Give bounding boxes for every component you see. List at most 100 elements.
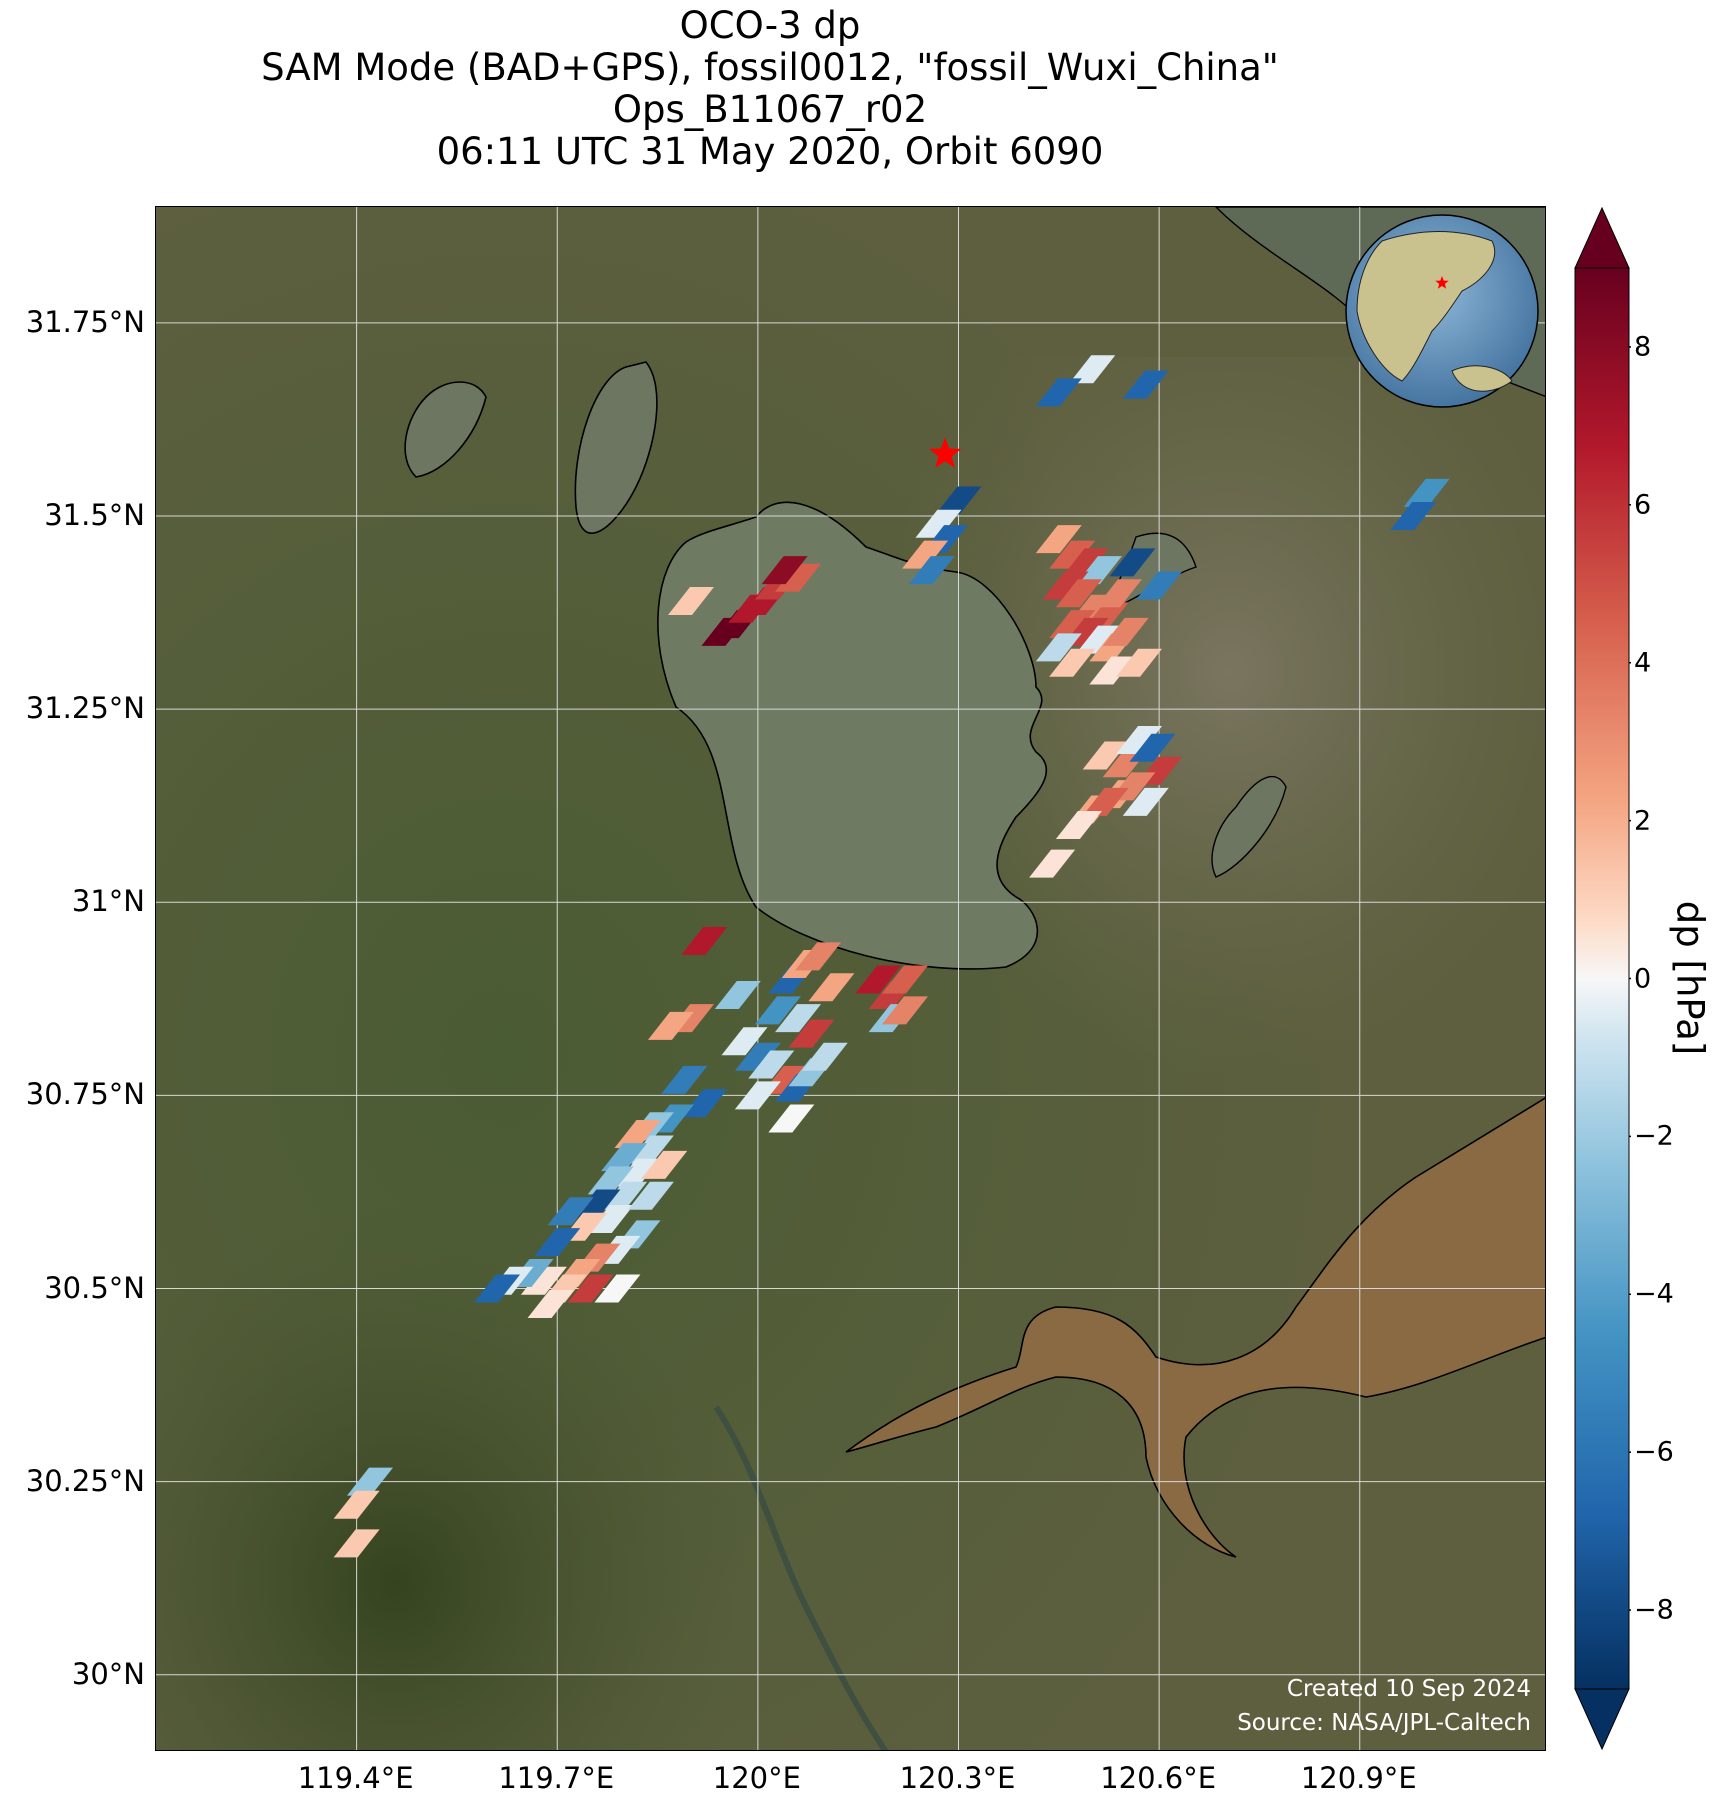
- chart-title-line1: OCO-3 dp: [679, 4, 861, 47]
- sounding-cell-17: [1049, 610, 1096, 639]
- lake-dianshan: [1211, 775, 1287, 878]
- sounding-cell-101: [333, 1529, 380, 1558]
- sounding-cell-12: [1042, 571, 1089, 600]
- sounding-cell-54: [775, 1004, 821, 1033]
- sounding-cell-36: [1129, 733, 1176, 762]
- sounding-cell-81: [587, 1204, 634, 1233]
- lon-tick-label: 120°E: [712, 1761, 801, 1795]
- sounding-cell-25: [1136, 571, 1183, 600]
- lon-tick-label: 120.9°E: [1300, 1761, 1417, 1795]
- lake-changdang: [404, 381, 487, 478]
- sounding-cell-42: [1082, 787, 1129, 816]
- chart-title-line4: 06:11 UTC 31 May 2020, Orbit 6090: [436, 130, 1104, 173]
- sounding-cell-57: [734, 1042, 781, 1071]
- sounding-cell-74: [614, 1120, 661, 1148]
- sounding-cell-44: [1029, 849, 1076, 878]
- sounding-cell-53: [754, 996, 801, 1025]
- sounding-cell-27: [1116, 648, 1163, 677]
- sounding-cell-43: [1055, 811, 1102, 839]
- sounding-cell-83: [547, 1197, 594, 1226]
- sounding-cell-40: [1122, 787, 1169, 816]
- colorbar-label: dp [hPa]: [1668, 900, 1712, 1056]
- sounding-cell-78: [587, 1166, 634, 1195]
- colorbar-tick-marks: [1629, 346, 1631, 1611]
- globe-target-star: [1435, 276, 1449, 289]
- lon-tick-label: 120.3°E: [899, 1761, 1016, 1795]
- sounding-cell-6: [761, 556, 808, 585]
- map-panel: Created 10 Sep 2024 Source: NASA/JPL-Cal…: [155, 206, 1546, 1751]
- sounding-cell-97: [594, 1274, 641, 1303]
- sounding-cell-103: [1035, 378, 1082, 407]
- sounding-cell-23: [1049, 648, 1096, 677]
- sounding-cell-28: [935, 486, 982, 515]
- sounding-cell-11: [1075, 556, 1122, 585]
- sounding-cell-85: [627, 1181, 674, 1210]
- colorbar-gradient: [1574, 267, 1630, 1690]
- colorbar-tick-label: 4: [1634, 647, 1652, 679]
- sounding-cell-104: [1122, 370, 1169, 399]
- sounding-cell-70: [681, 1089, 728, 1118]
- sounding-cell-102: [1069, 355, 1116, 384]
- sounding-cell-89: [534, 1228, 581, 1257]
- map-basemap: [156, 207, 1545, 1750]
- sounding-cell-96: [567, 1274, 614, 1303]
- lat-tick-label: 31°N: [71, 884, 145, 919]
- sounding-cell-45: [681, 926, 728, 955]
- sounding-cell-21: [1102, 617, 1149, 646]
- colorbar-tick-label: 6: [1634, 489, 1652, 521]
- sounding-cell-24: [1109, 548, 1156, 577]
- qiantang-river-estuary: [845, 1097, 1545, 1558]
- sounding-cell-26: [1089, 656, 1136, 685]
- sounding-cell-5: [775, 563, 821, 592]
- colorbar-tick-label: 8: [1634, 331, 1652, 363]
- source-credit: Source: NASA/JPL-Caltech: [1237, 1710, 1531, 1736]
- sounding-cell-62: [801, 1042, 848, 1071]
- sounding-footprints: [333, 355, 1450, 1558]
- globe-australia-landmass: [1451, 365, 1513, 392]
- colorbar-tick-label: 2: [1634, 805, 1652, 837]
- lake-ge-hu: [574, 361, 658, 534]
- sounding-cell-31: [902, 540, 949, 569]
- sounding-cell-71: [661, 1065, 708, 1094]
- sounding-cell-65: [855, 965, 902, 994]
- sounding-cell-55: [788, 1019, 835, 1048]
- lon-tick-label: 119.4°E: [297, 1761, 414, 1795]
- globe-inset: [1345, 214, 1539, 408]
- sounding-cell-100: [333, 1490, 380, 1519]
- sounding-cell-33: [1082, 741, 1129, 770]
- sounding-cell-32: [908, 556, 955, 585]
- sounding-cell-22: [1035, 633, 1082, 662]
- sounding-cell-46: [714, 980, 761, 1009]
- sounding-cell-95: [474, 1274, 521, 1303]
- lon-tick-label: 120.6°E: [1100, 1761, 1217, 1795]
- chart-title-line3: Ops_B11067_r02: [612, 88, 928, 131]
- sounding-cell-8: [1035, 525, 1082, 554]
- lat-tick-label: 31.75°N: [25, 304, 145, 339]
- chart-title-line2: SAM Mode (BAD+GPS), fossil0012, "fossil_…: [261, 46, 1279, 89]
- sounding-cell-29: [915, 509, 962, 538]
- sounding-cell-58: [748, 1050, 795, 1079]
- sounding-cell-77: [614, 1158, 661, 1187]
- fuchun-river: [713, 1405, 889, 1750]
- colorbar-tick-label: −6: [1634, 1436, 1674, 1468]
- sounding-cell-51: [795, 942, 842, 971]
- sounding-cell-9: [1049, 540, 1096, 569]
- lon-tick-label: 119.7°E: [498, 1761, 615, 1795]
- colorbar-extend-min: [1574, 1688, 1630, 1751]
- colorbar: [1574, 206, 1631, 1751]
- sounding-cell-48: [647, 1011, 694, 1040]
- globe-asia-landmass: [1356, 231, 1496, 382]
- colorbar-tick-label: 0: [1634, 963, 1652, 994]
- sounding-cell-79: [601, 1181, 648, 1210]
- sounding-cell-13: [1055, 579, 1102, 608]
- sounding-cell-69: [882, 996, 928, 1025]
- sounding-cell-105: [1403, 478, 1450, 507]
- sounding-cell-80: [574, 1189, 621, 1218]
- sounding-cell-16: [1096, 579, 1142, 608]
- sounding-cell-63: [734, 1081, 781, 1110]
- lat-tick-label: 31.5°N: [44, 498, 145, 532]
- sounding-cell-76: [601, 1143, 648, 1172]
- sounding-cell-67: [882, 965, 928, 994]
- sounding-cell-7: [668, 586, 714, 615]
- lat-tick-label: 30.25°N: [25, 1463, 145, 1498]
